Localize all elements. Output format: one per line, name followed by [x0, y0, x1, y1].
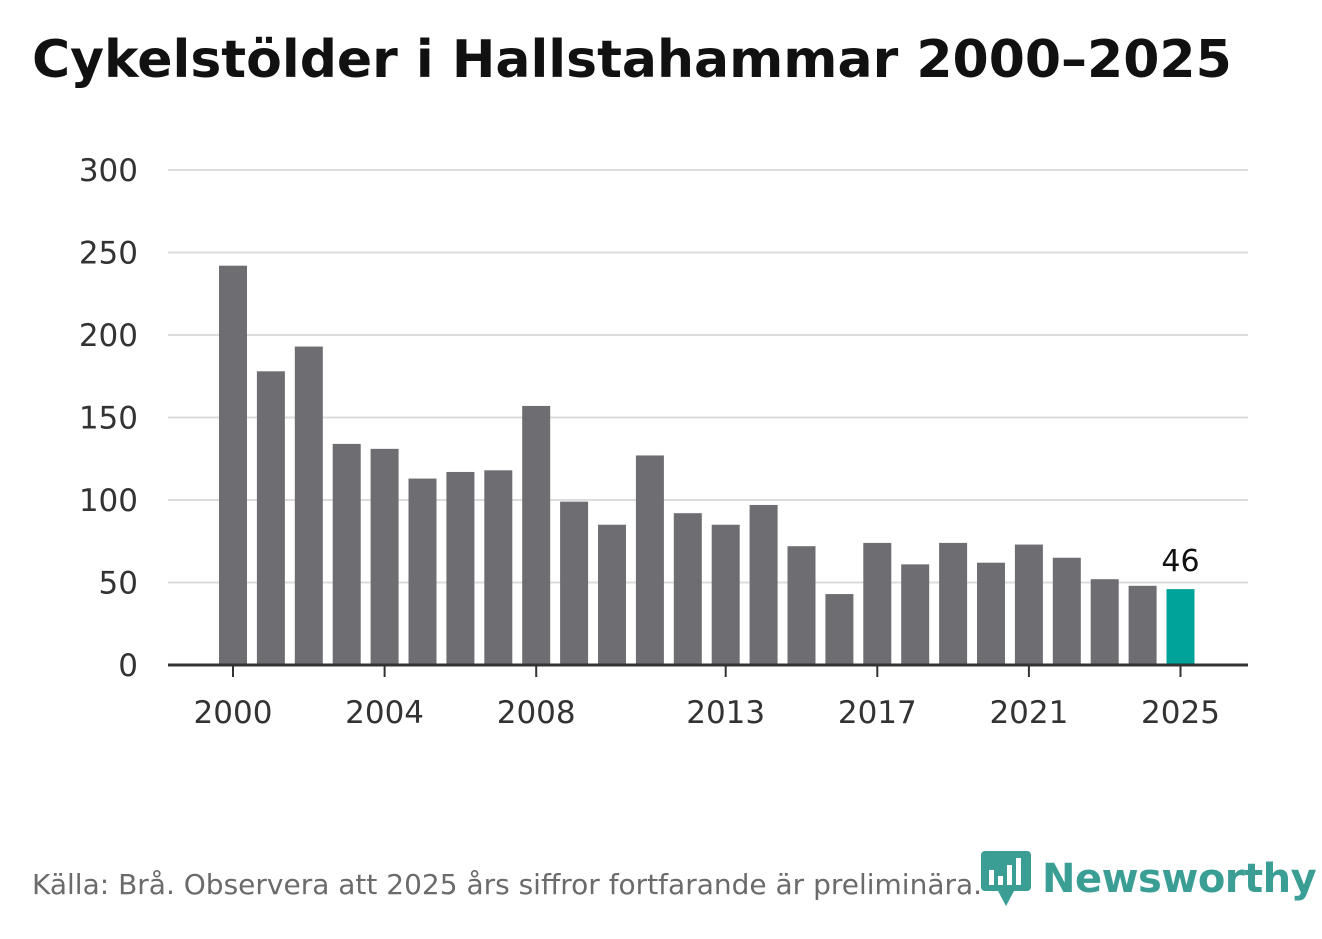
bar-2009: [560, 501, 589, 665]
data-label-2025: 46: [1161, 544, 1199, 579]
bar-2017: [863, 542, 892, 665]
bar-2018: [901, 564, 930, 665]
y-tick-label: 250: [79, 236, 138, 272]
bar-2002: [294, 346, 323, 665]
bar-2013: [711, 524, 740, 665]
bar-2025: [1166, 589, 1195, 665]
y-tick-label: 150: [79, 401, 138, 437]
bar-2011: [635, 455, 664, 665]
bar-2023: [1090, 579, 1119, 665]
bar-2010: [598, 524, 626, 665]
bar-2004: [370, 448, 399, 665]
bar-2001: [256, 371, 285, 665]
y-tick-label: 200: [79, 318, 138, 354]
bar-2020: [977, 562, 1005, 665]
bar-2022: [1052, 557, 1081, 665]
bar-2019: [939, 542, 968, 665]
y-tick-label: 0: [118, 648, 138, 684]
bar-2000: [219, 265, 247, 665]
bar-2008: [522, 405, 551, 665]
source-note: Källa: Brå. Observera att 2025 års siffr…: [32, 868, 983, 901]
y-tick-label: 50: [99, 566, 138, 602]
newsworthy-logo-icon: [981, 851, 1031, 906]
chart-title: Cykelstölder i Hallstahammar 2000–2025: [32, 30, 1232, 90]
x-tick-label: 2017: [838, 695, 917, 731]
logo-text: Newsworthy: [1042, 856, 1317, 902]
x-tick-label: 2025: [1141, 695, 1220, 731]
y-tick-label: 300: [79, 153, 138, 189]
y-tick-label: 100: [79, 483, 138, 519]
bar-2003: [332, 443, 361, 665]
bar-2016: [825, 594, 854, 665]
bar-2024: [1128, 585, 1157, 665]
bar-2005: [408, 478, 437, 665]
x-tick-label: 2021: [989, 695, 1068, 731]
x-tick-label: 2013: [686, 695, 765, 731]
newsworthy-logo: Newsworthy: [980, 848, 1317, 910]
x-tick-label: 2000: [194, 695, 273, 731]
bar-2014: [749, 504, 778, 665]
x-tick-label: 2004: [345, 695, 424, 731]
x-tick-label: 2008: [497, 695, 576, 731]
bar-2012: [673, 513, 702, 665]
bar-2015: [787, 546, 816, 665]
bar-2021: [1014, 544, 1043, 665]
bar-2007: [484, 470, 513, 665]
bar-2006: [446, 471, 475, 665]
